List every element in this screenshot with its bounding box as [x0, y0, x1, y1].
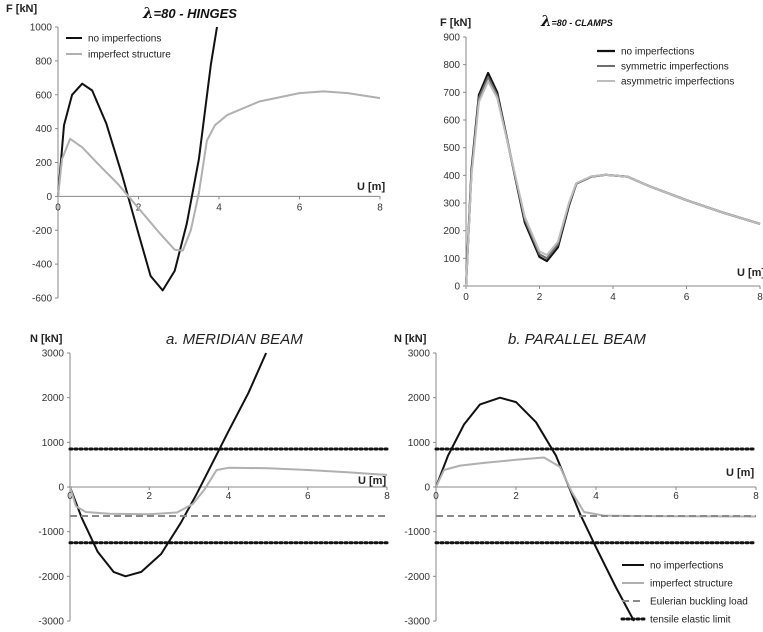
y-tick-label: -1000	[38, 527, 64, 538]
x-axis-label: U [m]	[357, 181, 385, 193]
y-tick-label: -2000	[38, 572, 64, 583]
y-tick-label: 800	[443, 60, 460, 71]
series-line	[465, 80, 761, 287]
legend-label: no imperfections	[88, 34, 161, 45]
x-tick-label: 2	[146, 491, 152, 502]
x-tick-label: 4	[593, 491, 599, 502]
x-axis-label: U [m]	[358, 475, 386, 487]
series-line	[464, 71, 761, 287]
y-tick-label: 400	[35, 124, 52, 135]
x-tick-label: 0	[433, 491, 439, 502]
title-text: =80 - HINGES	[154, 6, 238, 21]
chart-br: -3000 -2000 -1000 0 1000 2000 3000 0 2 4 6 8 N [kN] U…	[394, 331, 759, 628]
series-line	[435, 396, 635, 622]
legend-label: symmetric imperfections	[621, 62, 729, 73]
x-tick-label: 6	[305, 491, 311, 502]
legend-label: imperfect structure	[88, 50, 171, 61]
series-line	[57, 26, 218, 292]
y-tick-label: 1000	[30, 23, 53, 34]
x-tick-label: 6	[684, 292, 690, 303]
x-tick-label: 2	[513, 491, 519, 502]
y-tick-label: -3000	[38, 617, 64, 628]
chart-title: a. MERIDIAN BEAM	[166, 331, 303, 348]
legend-label: no imperfections	[621, 47, 694, 58]
y-tick-label: 1000	[42, 438, 65, 449]
x-tick-label: 6	[673, 491, 679, 502]
y-tick-label: 0	[454, 282, 460, 293]
series-line	[465, 76, 761, 287]
lambda-symbol: λ	[540, 12, 552, 30]
y-tick-label: 300	[443, 199, 460, 210]
title-text: =80 - CLAMPS	[552, 18, 613, 28]
x-tick-label: 8	[384, 491, 390, 502]
chart-bl: -3000 -2000 -1000 0 1000 2000 3000 0 2 4 6 8 N [kN] U…	[30, 331, 390, 628]
y-tick-label: 200	[35, 158, 52, 169]
y-tick-label: 600	[443, 116, 460, 127]
x-tick-label: 4	[610, 292, 616, 303]
legend-label: Eulerian buckling load	[650, 597, 748, 608]
x-axis-label: U [m]	[737, 267, 763, 279]
y-tick-label: 3000	[408, 349, 431, 360]
y-axis-label: F [kN]	[440, 17, 472, 29]
x-tick-label: 4	[226, 491, 232, 502]
y-tick-label: 700	[443, 88, 460, 99]
y-axis-label: N [kN]	[30, 333, 63, 345]
x-tick-label: 8	[757, 292, 763, 303]
chart-title: λ=80 - HINGES	[142, 4, 237, 22]
y-tick-label: 900	[443, 33, 460, 44]
y-tick-label: 500	[443, 143, 460, 154]
x-tick-label: 0	[55, 202, 61, 213]
x-tick-label: 0	[463, 292, 469, 303]
y-axis-label: N [kN]	[394, 333, 427, 345]
legend-hinges: no imperfections imperfect structure	[66, 34, 171, 61]
y-tick-label: -200	[32, 226, 52, 237]
x-tick-label: 0	[67, 491, 73, 502]
y-tick-label: -400	[32, 260, 52, 271]
x-tick-label: 6	[297, 202, 303, 213]
legend-label: imperfect structure	[650, 579, 733, 590]
y-tick-label: 0	[424, 483, 430, 494]
chart-title: λ=80 - CLAMPS	[540, 12, 613, 30]
y-tick-label: 200	[443, 226, 460, 237]
y-tick-label: 0	[58, 483, 64, 494]
legend-label: asymmetric imperfections	[621, 77, 734, 88]
x-tick-label: 8	[377, 202, 383, 213]
y-tick-label: 0	[46, 192, 52, 203]
legend-label: no imperfections	[650, 561, 723, 572]
chart-title: b. PARALLEL BEAM	[508, 331, 646, 348]
y-axis-label: F [kN]	[6, 3, 38, 15]
y-tick-label: -600	[32, 294, 52, 305]
y-tick-label: -3000	[404, 617, 430, 628]
lambda-symbol: λ	[142, 4, 154, 22]
chart-tr: 0 100 200 300 400 500 600 700 800 900 0 2 4 6 8 F [kN] U…	[440, 12, 763, 303]
series-line	[69, 352, 268, 578]
y-tick-label: 400	[443, 171, 460, 182]
series-line	[57, 90, 381, 252]
y-tick-label: 600	[35, 90, 52, 101]
legend-beams: no imperfections imperfect structure Euler…	[620, 561, 748, 626]
y-tick-label: 2000	[42, 393, 65, 404]
x-tick-label: 8	[753, 491, 759, 502]
x-tick-label: 2	[537, 292, 543, 303]
x-tick-label: 4	[216, 202, 222, 213]
y-tick-label: -2000	[404, 572, 430, 583]
y-tick-label: 1000	[408, 438, 431, 449]
y-tick-label: 100	[443, 254, 460, 265]
legend-clamps: no imperfections symmetric imperfections a…	[597, 47, 734, 88]
legend-label: tensile elastic limit	[650, 615, 731, 626]
series-line	[69, 466, 388, 516]
y-tick-label: 800	[35, 56, 52, 67]
y-tick-label: 3000	[42, 349, 65, 360]
x-axis-label: U [m]	[726, 467, 754, 479]
y-tick-label: -1000	[404, 527, 430, 538]
y-tick-label: 2000	[408, 393, 431, 404]
